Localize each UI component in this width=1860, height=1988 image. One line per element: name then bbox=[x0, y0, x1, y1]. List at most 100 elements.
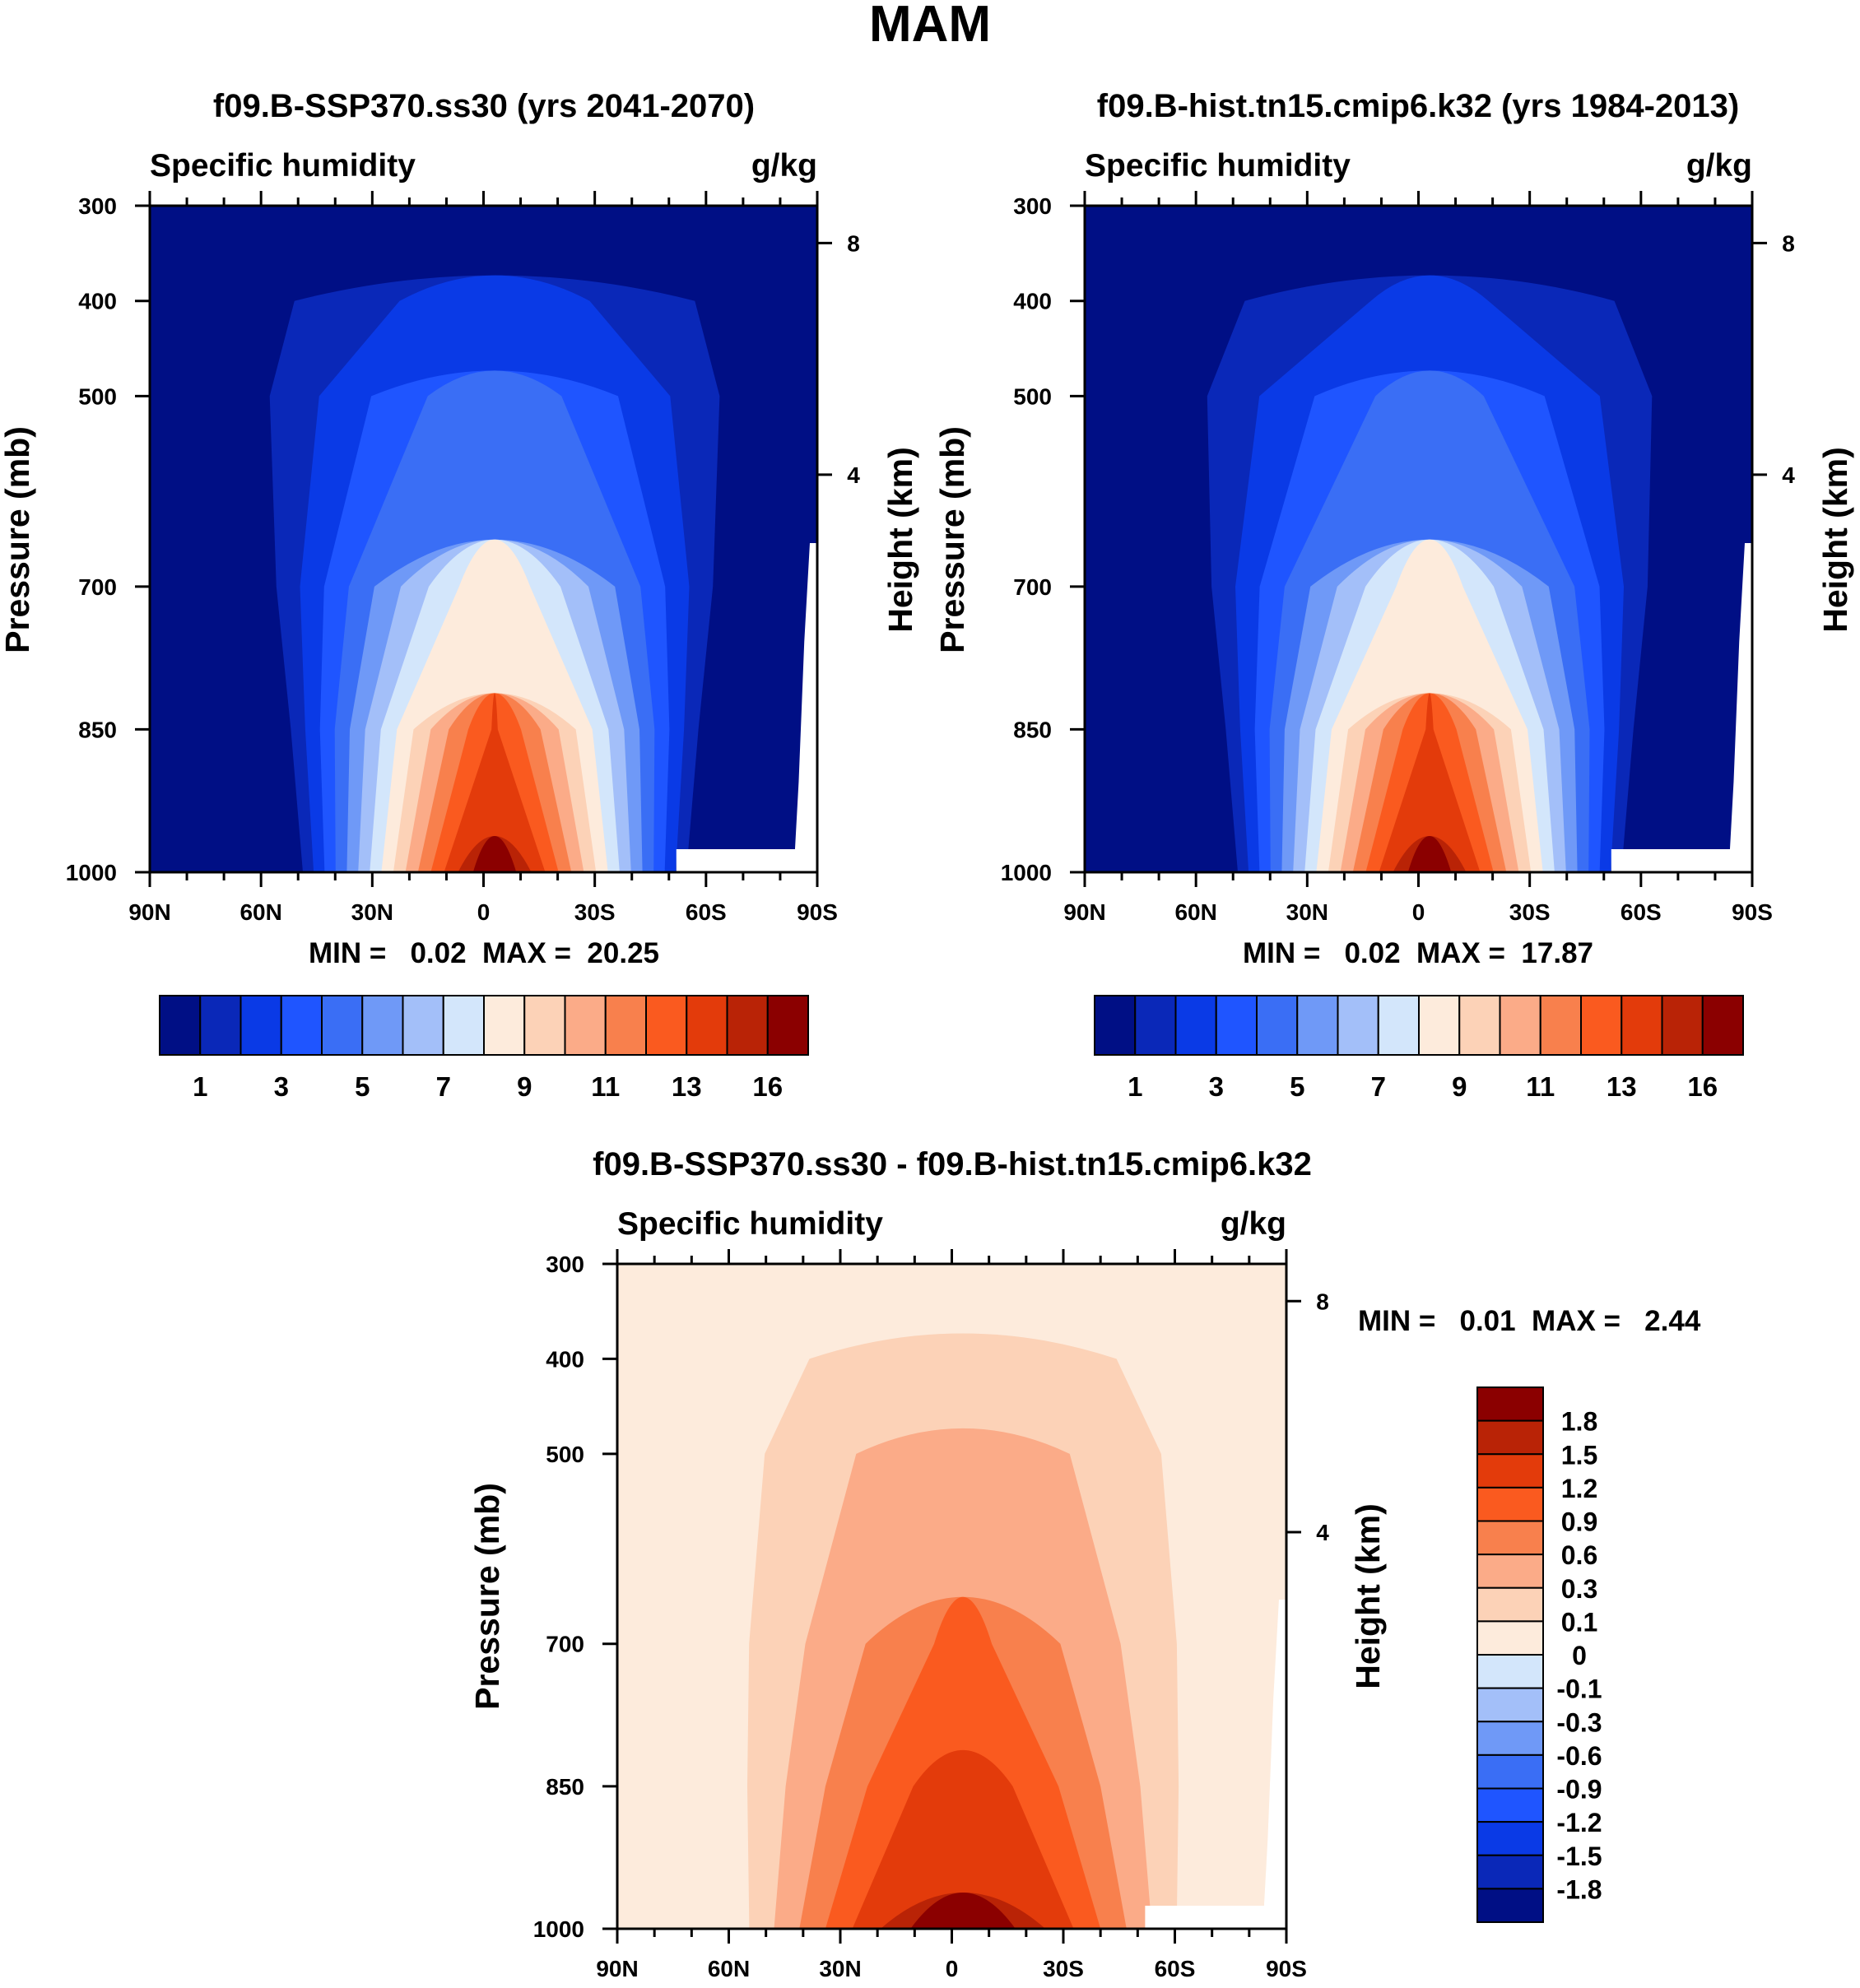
colorbar-label: 16 bbox=[1687, 1071, 1718, 1102]
panel-right-units-label: g/kg bbox=[1686, 148, 1752, 183]
colorbar-box bbox=[1476, 1386, 1544, 1422]
height-tick-label: 8 bbox=[847, 230, 860, 256]
x-tick-label: 60S bbox=[1155, 1956, 1196, 1981]
colorbar-box bbox=[1476, 1787, 1544, 1823]
colorbar-box bbox=[1661, 995, 1704, 1056]
colorbar-label: -1.8 bbox=[1556, 1874, 1602, 1904]
panel-left-variable-label: Specific humidity bbox=[150, 148, 416, 183]
x-tick-label: 90N bbox=[128, 899, 170, 925]
x-tick-label: 60S bbox=[686, 899, 727, 925]
colorbar-box bbox=[1476, 1888, 1544, 1923]
x-tick-label: 90S bbox=[1732, 899, 1773, 925]
panel-left-plot: 90N 60N 30N 0 30S 60S 90S 300 400 500 700 850 1000 8 4 bbox=[66, 191, 860, 925]
x-tick-label: 60N bbox=[239, 899, 281, 925]
colorbar-label: 7 bbox=[436, 1071, 451, 1102]
height-tick-label: 4 bbox=[1316, 1520, 1329, 1545]
y-tick-label: 300 bbox=[78, 193, 117, 219]
x-tick-label: 30N bbox=[819, 1956, 861, 1981]
colorbar-box bbox=[1476, 1453, 1544, 1489]
height-tick-label: 4 bbox=[1782, 462, 1795, 488]
colorbar-box bbox=[1256, 995, 1299, 1056]
colorbar-box bbox=[1539, 995, 1582, 1056]
colorbar-box bbox=[1499, 995, 1541, 1056]
panel-diff-plot: 90N 60N 30N 0 30S 60S 90S 300 400 500 700 850 1000 8 4 bbox=[533, 1249, 1329, 1981]
topography-mask bbox=[1145, 1600, 1286, 1929]
x-tick-label: 60S bbox=[1621, 899, 1662, 925]
colorbar-box bbox=[604, 995, 647, 1056]
y-tick-label: 400 bbox=[546, 1346, 584, 1372]
x-tick-label: 30S bbox=[1509, 899, 1551, 925]
height-tick-label: 8 bbox=[1782, 230, 1795, 256]
colorbar-box bbox=[686, 995, 728, 1056]
colorbar-box bbox=[1476, 1687, 1544, 1723]
panel-diff-y-axis-label: Pressure (mb) bbox=[468, 1483, 506, 1710]
y-tick-label: 400 bbox=[78, 289, 117, 314]
colorbar-label: 7 bbox=[1371, 1071, 1386, 1102]
colorbar-label: 13 bbox=[672, 1071, 702, 1102]
colorbar-box bbox=[1458, 995, 1501, 1056]
colorbar-box bbox=[1476, 1486, 1544, 1522]
x-tick-label: 0 bbox=[1412, 899, 1425, 925]
colorbar-box bbox=[1580, 995, 1623, 1056]
y-tick-label: 1000 bbox=[1001, 860, 1052, 885]
colorbar-label: 1 bbox=[1128, 1071, 1142, 1102]
y-tick-label: 1000 bbox=[533, 1916, 584, 1942]
colorbar-box bbox=[1476, 1753, 1544, 1790]
y-tick-label: 300 bbox=[1013, 193, 1052, 219]
colorbar-box bbox=[361, 995, 404, 1056]
panel-left-title: f09.B-SSP370.ss30 (yrs 2041-2070) bbox=[213, 88, 755, 124]
colorbar-label: 5 bbox=[1290, 1071, 1304, 1102]
colorbar-label: -0.3 bbox=[1556, 1707, 1602, 1737]
colorbar-box bbox=[239, 995, 282, 1056]
colorbar-box bbox=[1134, 995, 1177, 1056]
colorbar-label: 0 bbox=[1572, 1641, 1587, 1670]
colorbar-box bbox=[1476, 1554, 1544, 1589]
colorbar-label: 11 bbox=[1526, 1071, 1555, 1102]
x-tick-label: 90N bbox=[596, 1956, 638, 1981]
colorbar-box bbox=[402, 995, 444, 1056]
panel-diff-title: f09.B-SSP370.ss30 - f09.B-hist.tn15.cmip… bbox=[593, 1146, 1312, 1182]
panel-right-min-max: MIN = 0.02 MAX = 17.87 bbox=[1243, 937, 1593, 969]
colorbar-box bbox=[1476, 1721, 1544, 1756]
topography-mask bbox=[676, 543, 817, 872]
panel-left-colorbar: 1 3 5 7 9 11 13 16 bbox=[159, 995, 809, 1102]
panel-right-y-axis-label: Pressure (mb) bbox=[933, 426, 971, 653]
colorbar-box bbox=[645, 995, 688, 1056]
colorbar-label: 1 bbox=[193, 1071, 207, 1102]
colorbar-box bbox=[1296, 995, 1339, 1056]
panel-right-colorbar: 1 3 5 7 9 11 13 16 bbox=[1094, 995, 1744, 1102]
height-tick-label: 4 bbox=[847, 462, 860, 488]
colorbar-box bbox=[442, 995, 485, 1056]
colorbar-label: -0.1 bbox=[1556, 1674, 1602, 1704]
figure-title: MAM bbox=[869, 0, 991, 53]
panel-diff-units-label: g/kg bbox=[1221, 1206, 1286, 1242]
colorbar-box bbox=[280, 995, 323, 1056]
colorbar-box bbox=[199, 995, 242, 1056]
colorbar-box bbox=[1476, 1654, 1544, 1689]
panel-right: f09.B-hist.tn15.cmip6.k32 (yrs 1984-2013… bbox=[933, 88, 1854, 1102]
contour-band-13 bbox=[444, 693, 546, 872]
colorbar-box bbox=[1621, 995, 1663, 1056]
colorbar-label: 16 bbox=[752, 1071, 783, 1102]
panel-right-variable-label: Specific humidity bbox=[1085, 148, 1351, 183]
panel-left: f09.B-SSP370.ss30 (yrs 2041-2070) Specif… bbox=[0, 88, 919, 1102]
colorbar-label: 9 bbox=[1452, 1071, 1467, 1102]
colorbar-box bbox=[1094, 995, 1137, 1056]
topography-mask bbox=[1611, 543, 1752, 872]
colorbar-box bbox=[483, 995, 526, 1056]
colorbar-label: 1.2 bbox=[1561, 1474, 1597, 1503]
y-tick-label: 400 bbox=[1013, 289, 1052, 314]
colorbar-box bbox=[1476, 1586, 1544, 1623]
colorbar-label: -0.6 bbox=[1556, 1741, 1602, 1771]
contour-band-13 bbox=[1379, 693, 1481, 872]
colorbar-box bbox=[159, 995, 202, 1056]
colorbar-label: 1.8 bbox=[1561, 1407, 1597, 1437]
x-tick-label: 60N bbox=[1174, 899, 1216, 925]
x-tick-label: 30N bbox=[1286, 899, 1328, 925]
colorbar-box bbox=[1174, 995, 1217, 1056]
panel-right-title: f09.B-hist.tn15.cmip6.k32 (yrs 1984-2013… bbox=[1097, 88, 1739, 124]
colorbar-box bbox=[1476, 1620, 1544, 1656]
x-tick-label: 30N bbox=[351, 899, 393, 925]
y-tick-label: 300 bbox=[546, 1252, 584, 1277]
colorbar-box bbox=[1476, 1419, 1544, 1456]
